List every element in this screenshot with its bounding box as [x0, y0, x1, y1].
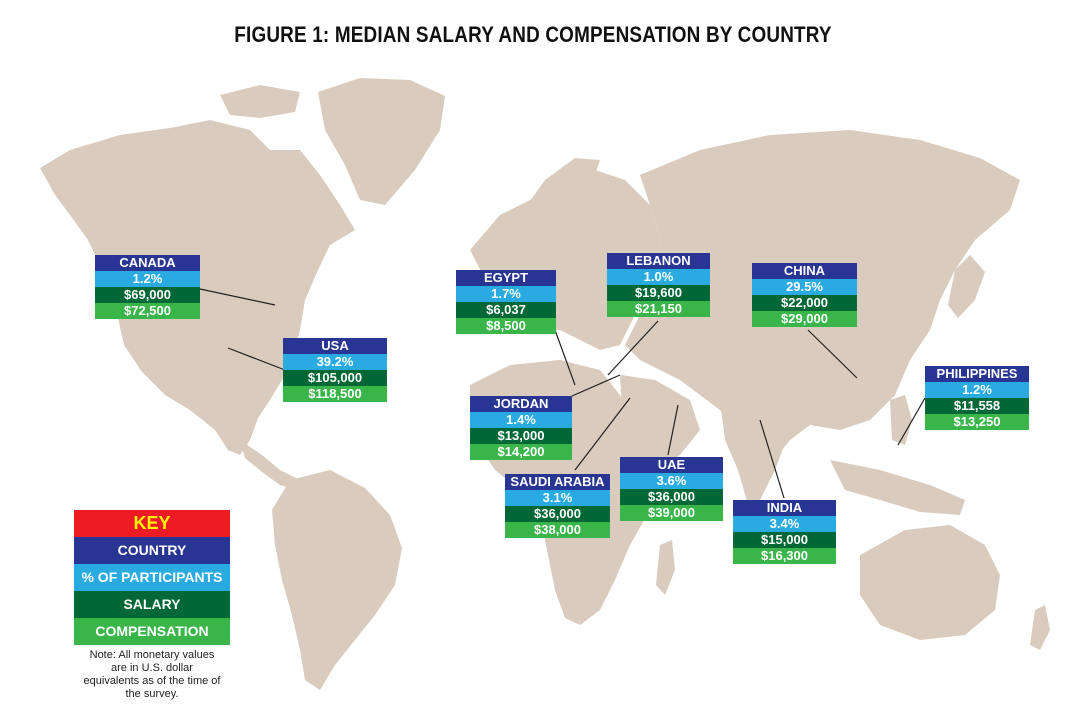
country-name: USA: [283, 338, 387, 354]
country-name: CANADA: [95, 255, 200, 271]
key-header: KEY: [74, 510, 230, 537]
participants-value: 39.2%: [283, 354, 387, 370]
country-box-saudi-arabia: SAUDI ARABIA 3.1% $36,000 $38,000: [505, 474, 610, 538]
compensation-value: $8,500: [456, 318, 556, 334]
key-country: COUNTRY: [74, 537, 230, 564]
country-box-uae: UAE 3.6% $36,000 $39,000: [620, 457, 723, 521]
leader-line-saudi-arabia: [574, 397, 631, 471]
compensation-value: $21,150: [607, 301, 710, 317]
participants-value: 1.0%: [607, 269, 710, 285]
salary-value: $105,000: [283, 370, 387, 386]
landmass-australia: [860, 525, 1000, 640]
salary-value: $15,000: [733, 532, 836, 548]
compensation-value: $38,000: [505, 522, 610, 538]
country-box-jordan: JORDAN 1.4% $13,000 $14,200: [470, 396, 572, 460]
leader-line-lebanon: [607, 320, 659, 376]
country-name: JORDAN: [470, 396, 572, 412]
salary-value: $36,000: [620, 489, 723, 505]
leader-line-china: [807, 329, 858, 379]
salary-value: $19,600: [607, 285, 710, 301]
landmass-arctic-islands: [220, 85, 300, 118]
country-name: SAUDI ARABIA: [505, 474, 610, 490]
country-name: LEBANON: [607, 253, 710, 269]
map-key: KEY COUNTRY % OF PARTICIPANTS SALARY COM…: [74, 510, 230, 701]
leader-line-canada: [199, 288, 276, 306]
participants-value: 3.4%: [733, 516, 836, 532]
compensation-value: $29,000: [752, 311, 857, 327]
landmass-southeast-asia: [830, 460, 965, 515]
key-salary: SALARY: [74, 591, 230, 618]
compensation-value: $16,300: [733, 548, 836, 564]
leader-line-egypt: [554, 329, 576, 386]
salary-value: $6,037: [456, 302, 556, 318]
country-box-usa: USA 39.2% $105,000 $118,500: [283, 338, 387, 402]
leader-line-india: [759, 419, 785, 499]
participants-value: 1.4%: [470, 412, 572, 428]
participants-value: 29.5%: [752, 279, 857, 295]
landmass-scandinavia: [520, 158, 600, 240]
country-name: CHINA: [752, 263, 857, 279]
participants-value: 1.2%: [925, 382, 1029, 398]
country-name: EGYPT: [456, 270, 556, 286]
landmass-india: [720, 400, 790, 505]
participants-value: 3.1%: [505, 490, 610, 506]
country-name: INDIA: [733, 500, 836, 516]
key-note: Note: All monetary values are in U.S. do…: [74, 645, 230, 701]
landmass-greenland: [318, 78, 445, 205]
landmass-philippines-islands: [890, 395, 912, 445]
landmass-south-america: [272, 470, 402, 690]
country-box-india: INDIA 3.4% $15,000 $16,300: [733, 500, 836, 564]
leader-line-philippines: [897, 397, 926, 446]
country-box-egypt: EGYPT 1.7% $6,037 $8,500: [456, 270, 556, 334]
salary-value: $69,000: [95, 287, 200, 303]
participants-value: 1.7%: [456, 286, 556, 302]
country-box-china: CHINA 29.5% $22,000 $29,000: [752, 263, 857, 327]
country-name: UAE: [620, 457, 723, 473]
participants-value: 3.6%: [620, 473, 723, 489]
country-box-canada: CANADA 1.2% $69,000 $72,500: [95, 255, 200, 319]
compensation-value: $14,200: [470, 444, 572, 460]
compensation-value: $13,250: [925, 414, 1029, 430]
country-box-philippines: PHILIPPINES 1.2% $11,558 $13,250: [925, 366, 1029, 430]
compensation-value: $118,500: [283, 386, 387, 402]
leader-line-jordan: [571, 374, 621, 397]
key-participants: % OF PARTICIPANTS: [74, 564, 230, 591]
landmass-japan: [948, 255, 985, 318]
landmass-new-zealand: [1030, 605, 1050, 650]
salary-value: $13,000: [470, 428, 572, 444]
key-compensation: COMPENSATION: [74, 618, 230, 645]
leader-line-usa: [227, 347, 286, 371]
country-name: PHILIPPINES: [925, 366, 1029, 382]
salary-value: $36,000: [505, 506, 610, 522]
salary-value: $11,558: [925, 398, 1029, 414]
compensation-value: $72,500: [95, 303, 200, 319]
compensation-value: $39,000: [620, 505, 723, 521]
landmass-madagascar: [656, 540, 675, 595]
leader-line-uae: [667, 404, 679, 456]
salary-value: $22,000: [752, 295, 857, 311]
participants-value: 1.2%: [95, 271, 200, 287]
country-box-lebanon: LEBANON 1.0% $19,600 $21,150: [607, 253, 710, 317]
figure-title: FIGURE 1: MEDIAN SALARY AND COMPENSATION…: [234, 22, 832, 47]
landmass-central-america: [240, 440, 300, 490]
